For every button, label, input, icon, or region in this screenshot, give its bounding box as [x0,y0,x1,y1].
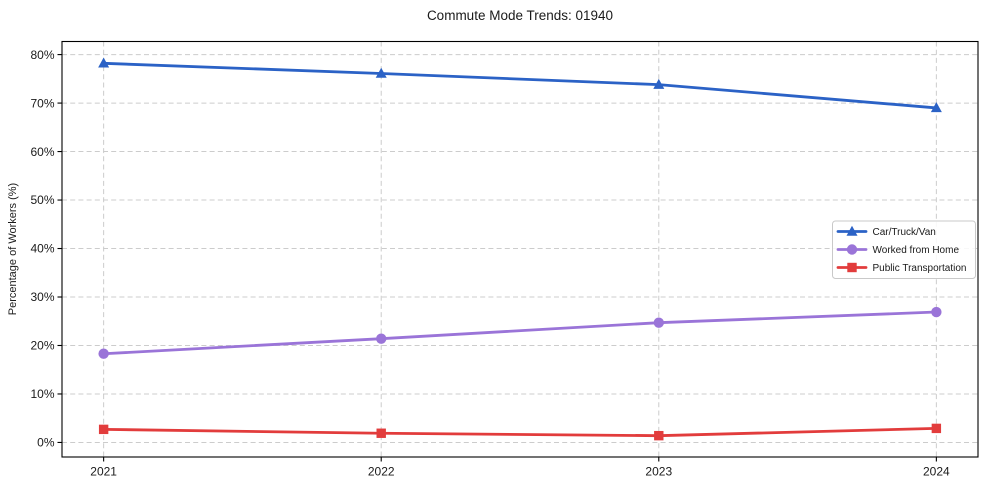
axes-frame [61,40,979,458]
data-point-marker [653,317,664,328]
data-point-marker [654,430,664,441]
grid-layer [62,41,978,457]
data-point-marker [376,428,386,438]
x-tick-label: 2022 [368,465,395,479]
y-tick-label: 10% [30,387,54,401]
legend-item-worked-from-home: Worked from Home [836,244,960,256]
data-point-marker [930,102,942,113]
chart-title: Commute Mode Trends: 01940 [427,8,613,23]
plot-frame [61,40,979,458]
legend-box [832,220,976,279]
legend-item-label: Car/Truck/Van [873,227,936,238]
y-tick-label: 50% [30,193,54,207]
data-point-marker [98,57,110,68]
data-point-marker [653,78,665,89]
data-point-marker [98,348,109,359]
data-point-marker [846,225,858,236]
y-tick-label: 20% [30,339,54,353]
series-line [102,426,938,438]
series-car-truck-van [98,57,942,113]
data-point-marker [931,306,942,318]
x-tick-label: 2024 [923,465,950,479]
data-point-marker [98,424,109,435]
legend: Car/Truck/Van Worked from Home Public Tran… [832,220,976,279]
y-tick-label: 30% [30,290,54,304]
y-axis-label: Percentage of Workers (%) [7,183,19,315]
y-tick-label: 60% [30,145,54,159]
y-tick-label: 40% [30,242,54,256]
data-point-marker [931,423,942,434]
x-tick-label: 2021 [90,465,117,479]
legend-item-label: Public Transportation [873,263,967,274]
y-tick-label: 0% [37,436,55,450]
y-tick-label: 70% [30,96,54,110]
legend-item-public-transportation: Public Transportation [836,262,967,274]
data-point-marker [376,333,387,344]
x-tick-label: 2023 [645,465,672,479]
legend-item-car-truck-van: Car/Truck/Van [836,225,936,238]
legend-item-label: Worked from Home [873,245,960,256]
data-point-marker [375,67,387,78]
data-point-marker [847,262,857,273]
data-point-marker [846,244,858,255]
series-public-transportation [98,423,942,441]
tick-layer: 0% 10% 20% 30% 40% 50% 60% 70% 80% 2021 2022 2023 20… [30,48,950,479]
series-line [102,61,938,110]
series-worked-from-home [98,306,942,359]
series-line [102,310,938,356]
y-tick-label: 80% [30,48,54,62]
series-layer [98,57,942,441]
